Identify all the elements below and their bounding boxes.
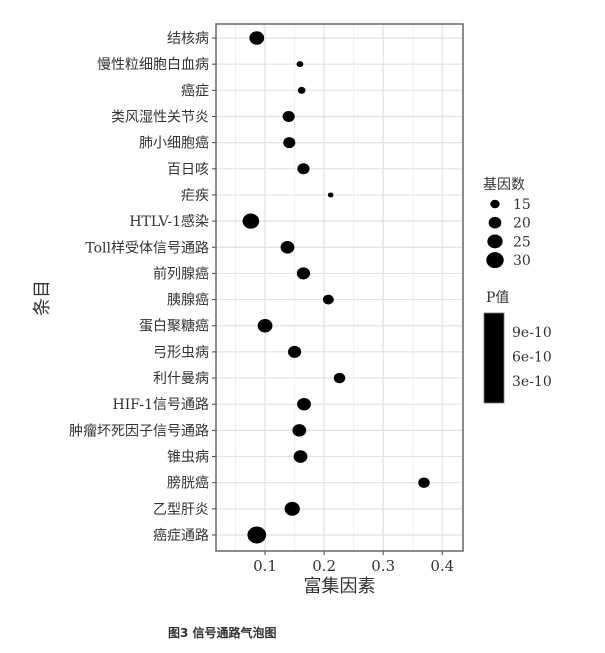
size-legend-label: 25 — [513, 234, 531, 250]
x-tick-label: 0.1 — [253, 557, 277, 575]
colorbar-label: 9e-10 — [512, 325, 552, 341]
x-tick-label: 0.2 — [312, 557, 336, 575]
data-point — [287, 345, 302, 358]
data-point — [327, 192, 334, 198]
size-legend-key — [490, 199, 500, 209]
data-point — [418, 477, 430, 488]
data-point — [284, 501, 300, 516]
size-legend-title: 基因数 — [483, 176, 525, 193]
size-legend-label: 30 — [513, 253, 531, 269]
y-tick-label: 乙型肝炎 — [153, 502, 209, 518]
data-point — [280, 240, 295, 254]
size-legend-key — [486, 252, 504, 269]
data-point — [242, 213, 260, 229]
plot-panel — [216, 24, 463, 551]
plot-border — [215, 23, 464, 552]
data-point — [247, 526, 267, 544]
data-point — [296, 267, 311, 280]
colorbar — [483, 312, 505, 404]
x-axis-title: 富集因素 — [304, 576, 376, 597]
y-axis-title: 条目 — [32, 280, 53, 316]
data-point — [249, 31, 265, 45]
y-tick-label: 弓形虫病 — [153, 345, 209, 361]
size-legend-key — [488, 216, 502, 229]
y-tick-label: 肺小细胞癌 — [139, 136, 209, 152]
y-tick-label: 胰腺癌 — [167, 293, 209, 309]
x-tick-label: 0.3 — [371, 557, 395, 575]
color-legend-title: P值 — [486, 290, 509, 306]
size-legend-label: 20 — [513, 216, 531, 232]
colorbar-label: 3e-10 — [512, 374, 552, 390]
y-tick-label: 蛋白聚糖癌 — [139, 319, 209, 335]
data-point — [333, 372, 346, 384]
data-point — [297, 163, 310, 175]
y-tick-label: 结核病 — [167, 31, 209, 47]
figure-caption: 图3 信号通路气泡图 — [168, 626, 277, 640]
y-tick-label: 膀胱癌 — [167, 475, 209, 492]
y-tick-label: HIF-1信号通路 — [113, 397, 209, 413]
y-tick-label: 百日咳 — [167, 162, 209, 178]
data-point — [292, 424, 307, 437]
size-legend-key — [487, 234, 503, 249]
y-tick-label: 疟疾 — [181, 188, 209, 204]
x-tick-label: 0.4 — [430, 557, 454, 575]
data-point — [297, 397, 311, 411]
y-tick-label: HTLV-1感染 — [129, 213, 209, 230]
data-point — [296, 61, 304, 68]
y-tick-label: 利什曼病 — [153, 371, 209, 387]
y-tick-label: 锥虫病 — [167, 450, 209, 466]
data-point — [322, 294, 334, 305]
y-tick-label: 癌症 — [181, 83, 209, 99]
y-tick-label: Toll样受体信号通路 — [85, 240, 209, 256]
y-tick-label: 慢性粒细胞白血病 — [97, 56, 209, 73]
y-tick-label: 癌症通路 — [153, 528, 209, 544]
data-point — [293, 450, 308, 463]
y-tick-label: 肿瘤坏死因子信号通路 — [69, 422, 209, 439]
data-point — [283, 137, 296, 149]
size-legend-label: 15 — [513, 197, 531, 213]
colorbar-label: 6e-10 — [512, 350, 552, 366]
y-tick-label: 前列腺癌 — [153, 265, 209, 282]
data-point — [297, 86, 306, 94]
y-tick-label: 类风湿性关节炎 — [111, 109, 209, 125]
data-point — [257, 319, 273, 333]
data-point — [282, 110, 295, 122]
